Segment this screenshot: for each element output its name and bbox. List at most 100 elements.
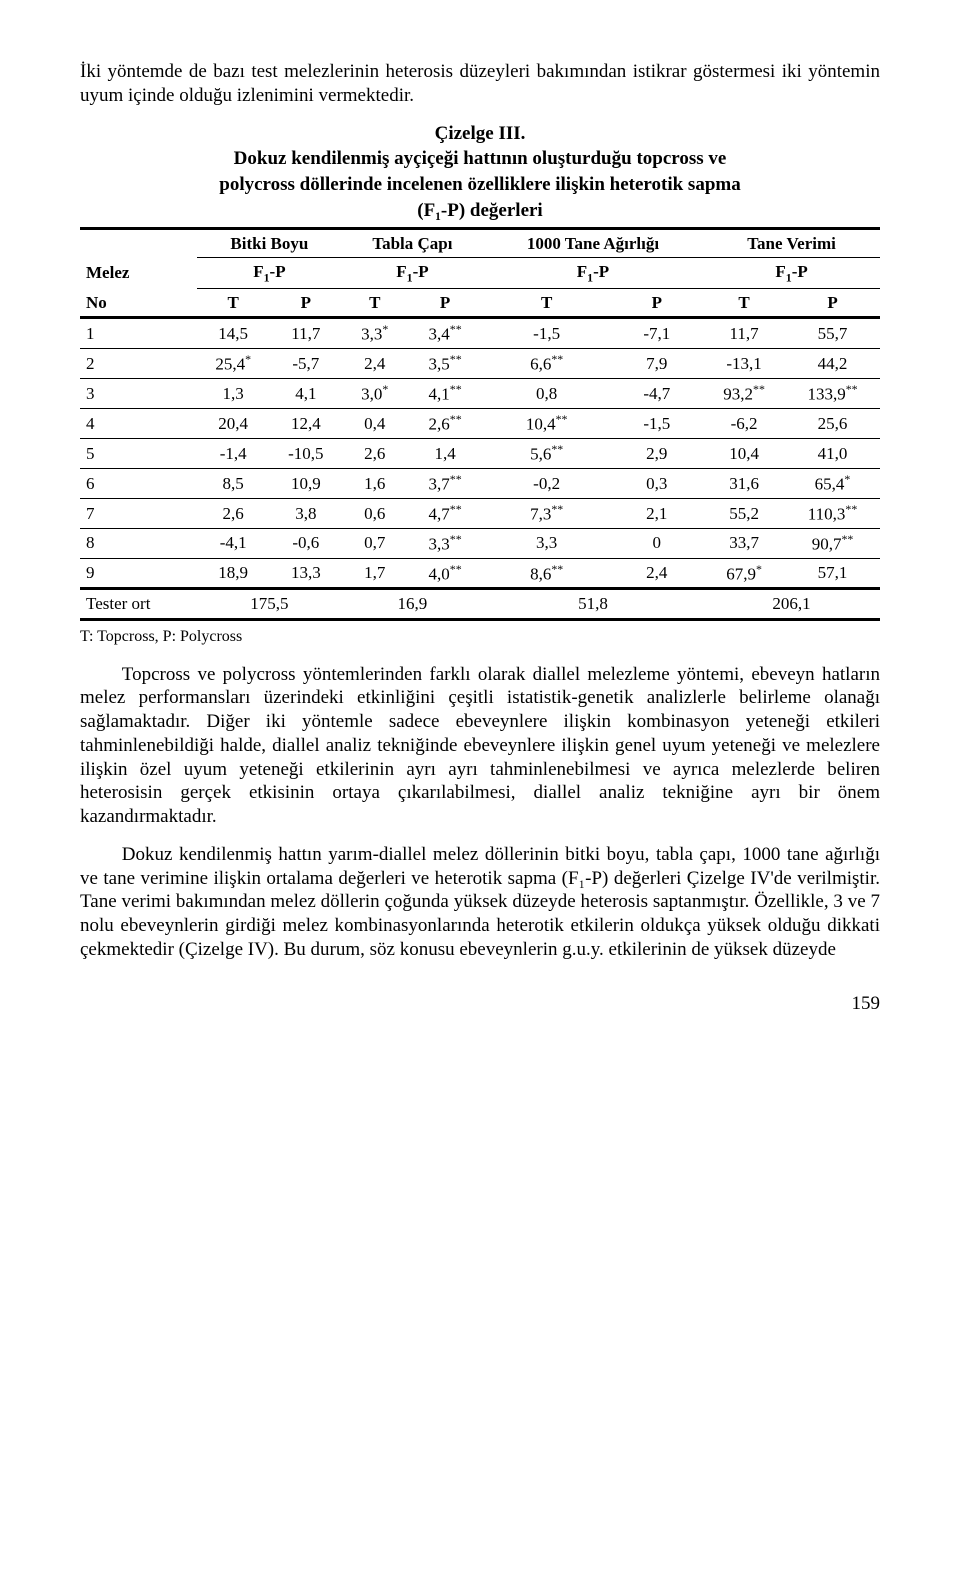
tester-value: 16,9 (342, 589, 483, 619)
table-row: 114,511,73,3*3,4**-1,5-7,111,755,7 (80, 318, 880, 349)
row-no: 1 (80, 318, 197, 349)
row-no: 8 (80, 528, 197, 558)
col-p: P (407, 289, 482, 318)
col-t: T (342, 289, 407, 318)
cell: -4,7 (610, 379, 703, 409)
melez-label: Melez (80, 257, 197, 288)
table-row: 8-4,1-0,60,73,3**3,3033,790,7** (80, 528, 880, 558)
cell: 44,2 (785, 349, 880, 379)
group-header: Bitki Boyu (197, 228, 342, 257)
f1p-label: F1-P (197, 257, 342, 288)
row-no: 6 (80, 468, 197, 498)
cell: 5,6** (483, 438, 611, 468)
table-row: 72,63,80,64,7**7,3**2,155,2110,3** (80, 498, 880, 528)
cell: 3,3* (342, 318, 407, 349)
cell: -13,1 (703, 349, 785, 379)
cell: 1,6 (342, 468, 407, 498)
cell: 10,4** (483, 408, 611, 438)
cell: 25,6 (785, 408, 880, 438)
col-p: P (270, 289, 342, 318)
col-t: T (483, 289, 611, 318)
cell: 55,2 (703, 498, 785, 528)
cell: 93,2** (703, 379, 785, 409)
tester-label: Tester ort (80, 589, 197, 619)
heterosis-table: Bitki Boyu Tabla Çapı 1000 Tane Ağırlığı… (80, 227, 880, 621)
cell: 14,5 (197, 318, 270, 349)
cell: 1,3 (197, 379, 270, 409)
cell: 3,3 (483, 528, 611, 558)
table-title-line-3: (F₁-P) değerleri (80, 199, 880, 223)
cell: -7,1 (610, 318, 703, 349)
group-header-row: Bitki Boyu Tabla Çapı 1000 Tane Ağırlığı… (80, 228, 880, 257)
cell: 3,8 (270, 498, 342, 528)
table-row: 5-1,4-10,52,61,45,6**2,910,441,0 (80, 438, 880, 468)
group-header: Tane Verimi (703, 228, 880, 257)
table-row: 420,412,40,42,6**10,4**-1,5-6,225,6 (80, 408, 880, 438)
cell: -1,5 (483, 318, 611, 349)
body-paragraph-2: Dokuz kendilenmiş hattın yarım-diallel m… (80, 843, 880, 962)
cell: 90,7** (785, 528, 880, 558)
row-no: 2 (80, 349, 197, 379)
cell: -1,5 (610, 408, 703, 438)
cell: 10,9 (270, 468, 342, 498)
col-p: P (610, 289, 703, 318)
cell: 11,7 (270, 318, 342, 349)
cell: 8,6** (483, 558, 611, 589)
cell: 1,7 (342, 558, 407, 589)
table-note: T: Topcross, P: Polycross (80, 627, 880, 647)
cell: -0,6 (270, 528, 342, 558)
page-number: 159 (80, 992, 880, 1016)
cell: 133,9** (785, 379, 880, 409)
cell: 0,8 (483, 379, 611, 409)
cell: 3,3** (407, 528, 482, 558)
cell: 10,4 (703, 438, 785, 468)
cell: 18,9 (197, 558, 270, 589)
col-p: P (785, 289, 880, 318)
cell: 25,4* (197, 349, 270, 379)
cell: 3,7** (407, 468, 482, 498)
row-no: 9 (80, 558, 197, 589)
cell: -1,4 (197, 438, 270, 468)
cell: 33,7 (703, 528, 785, 558)
group-header: 1000 Tane Ağırlığı (483, 228, 703, 257)
cell: 41,0 (785, 438, 880, 468)
cell: -0,2 (483, 468, 611, 498)
cell: 2,1 (610, 498, 703, 528)
cell: 1,4 (407, 438, 482, 468)
tester-value: 51,8 (483, 589, 703, 619)
row-no: 5 (80, 438, 197, 468)
cell: 0,4 (342, 408, 407, 438)
cell: 55,7 (785, 318, 880, 349)
row-no: 3 (80, 379, 197, 409)
cell: -4,1 (197, 528, 270, 558)
cell: 3,0* (342, 379, 407, 409)
cell: 0,3 (610, 468, 703, 498)
cell: 4,1 (270, 379, 342, 409)
tester-value: 175,5 (197, 589, 342, 619)
table-row: 68,510,91,63,7**-0,20,331,665,4* (80, 468, 880, 498)
f1p-label: F1-P (342, 257, 483, 288)
cell: 3,4** (407, 318, 482, 349)
cell: 31,6 (703, 468, 785, 498)
table-body: 114,511,73,3*3,4**-1,5-7,111,755,7225,4*… (80, 318, 880, 589)
table-row: 31,34,13,0*4,1**0,8-4,793,2**133,9** (80, 379, 880, 409)
group-header: Tabla Çapı (342, 228, 483, 257)
cell: 2,6** (407, 408, 482, 438)
cell: 110,3** (785, 498, 880, 528)
cell: 7,3** (483, 498, 611, 528)
f1p-header-row: Melez F1-P F1-P F1-P F1-P (80, 257, 880, 288)
cell: 8,5 (197, 468, 270, 498)
cell: 65,4* (785, 468, 880, 498)
cell: 13,3 (270, 558, 342, 589)
table-row: 918,913,31,74,0**8,6**2,467,9*57,1 (80, 558, 880, 589)
cell: 4,0** (407, 558, 482, 589)
cell: 0 (610, 528, 703, 558)
cell: 2,4 (610, 558, 703, 589)
f1p-label: F1-P (483, 257, 703, 288)
no-label: No (80, 289, 197, 318)
f1p-label: F1-P (703, 257, 880, 288)
row-no: 7 (80, 498, 197, 528)
cell: 3,5** (407, 349, 482, 379)
cell: 4,7** (407, 498, 482, 528)
cell: 12,4 (270, 408, 342, 438)
